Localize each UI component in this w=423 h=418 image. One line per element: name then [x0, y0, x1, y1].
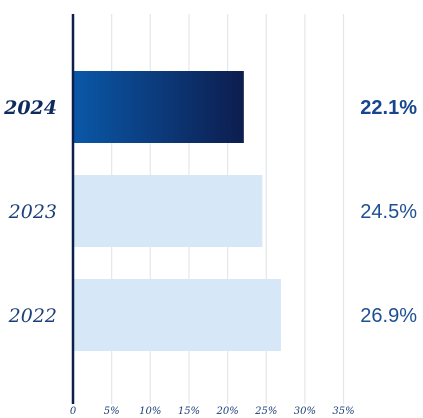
x-tick-label-25: 25%	[254, 406, 277, 417]
category-label-2022: 2022	[8, 305, 57, 327]
category-label-2023: 2023	[8, 201, 57, 223]
x-tick-label-20: 20%	[215, 406, 238, 417]
bars	[73, 71, 281, 351]
x-tick-label-5: 5%	[104, 406, 120, 417]
x-tick-label-30: 30%	[294, 406, 316, 417]
category-labels: 2024 2023 2022	[3, 97, 57, 327]
x-tick-label-35: 35%	[332, 406, 354, 417]
x-tick-label-0: 0	[70, 406, 77, 417]
x-tick-label-15: 15%	[178, 406, 200, 417]
bar-2022	[73, 279, 281, 351]
value-label-2023: 24.5%	[360, 201, 417, 223]
bar-2024	[73, 71, 244, 143]
value-labels: 22.1% 24.5% 26.9%	[360, 97, 417, 327]
x-tick-labels: 0 5% 10% 15% 20% 25% 30% 35%	[70, 406, 355, 417]
bar-2023	[73, 175, 263, 247]
x-tick-label-10: 10%	[139, 406, 161, 417]
category-label-2024: 2024	[3, 97, 57, 119]
value-label-2022: 26.9%	[360, 305, 417, 327]
value-label-2024: 22.1%	[360, 97, 417, 119]
